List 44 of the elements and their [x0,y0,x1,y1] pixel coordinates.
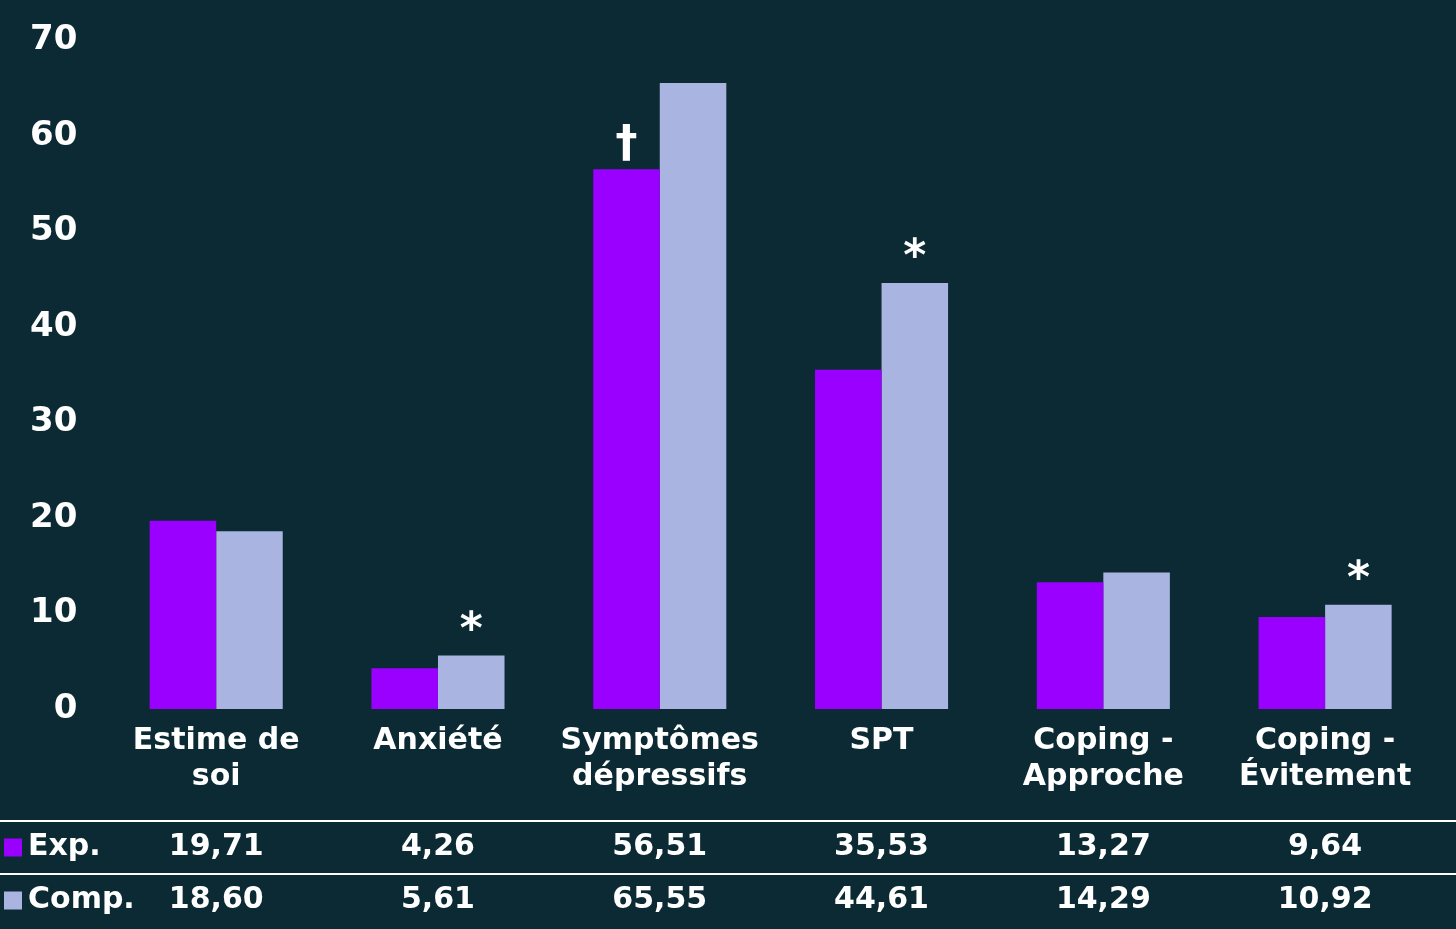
annotation: * [903,229,927,281]
annotation: † [615,115,638,167]
data-label: 9,64 [1288,827,1363,863]
y-tick-label: 50 [29,208,78,249]
data-label: 5,61 [400,880,475,916]
bar [659,82,727,709]
y-tick-label: 40 [29,303,78,344]
x-tick-label: SPT [849,720,915,756]
bar [815,369,882,709]
annotation: * [459,601,483,653]
data-label: 35,53 [834,827,929,863]
y-tick-label: 30 [29,399,78,440]
x-tick-label: Estime de soi [132,720,300,792]
bar [437,655,505,709]
x-tick-label: Symptômes dépressifs [560,720,759,792]
y-tick-label: 20 [29,494,78,535]
legend-label: Comp. [28,880,135,916]
x-tick-label: Anxiété [373,720,503,756]
bar [1258,616,1326,709]
data-label: 13,27 [1055,827,1151,863]
data-label: 14,29 [1055,880,1151,916]
y-tick-label: 60 [29,112,78,153]
data-label: 10,92 [1277,880,1373,916]
bar [881,282,949,709]
bar [371,668,438,709]
bar [593,169,660,709]
y-tick-label: 70 [29,17,78,58]
x-tick-label: Coping - Approche [1022,720,1184,792]
y-tick-label: 10 [29,590,78,631]
data-label: 65,55 [612,880,708,916]
annotation: * [1346,551,1370,603]
data-label: 4,26 [400,827,475,863]
legend-label: Exp. [28,827,101,863]
x-tick-label: Coping - Évitement [1238,720,1412,792]
data-label: 18,60 [168,880,264,916]
data-label: 19,71 [168,827,264,863]
bar [216,531,283,709]
y-tick-label: 0 [53,685,78,726]
data-label: 44,61 [834,880,929,916]
data-label: 56,51 [612,827,708,863]
bar [1325,604,1392,709]
bar [1103,572,1170,709]
bar [149,520,217,709]
bar [1036,582,1104,709]
